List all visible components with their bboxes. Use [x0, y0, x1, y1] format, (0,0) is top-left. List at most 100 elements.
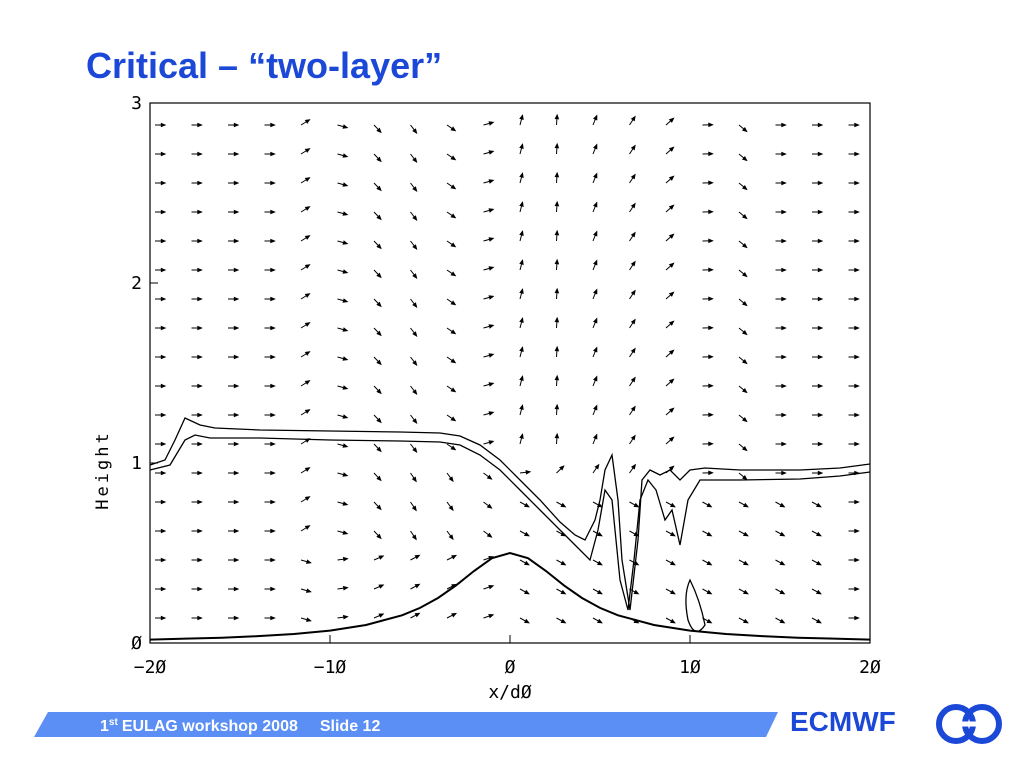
- vector-head: [668, 378, 675, 384]
- vector-head: [376, 214, 382, 221]
- vector-head: [304, 148, 311, 153]
- vector-head: [741, 271, 748, 278]
- vector-head: [450, 300, 457, 306]
- vector-head: [376, 127, 382, 134]
- vector-head: [815, 618, 822, 624]
- vector-head: [412, 302, 418, 308]
- vector-head: [488, 440, 495, 445]
- vector-head: [304, 206, 311, 211]
- x-tick-label: 1Ø: [679, 657, 701, 678]
- vector-head: [519, 317, 524, 323]
- vector-head: [233, 151, 240, 157]
- vector-head: [817, 412, 824, 418]
- vector-head: [270, 470, 276, 476]
- vector-head: [342, 614, 349, 620]
- vector-head: [411, 534, 417, 541]
- vector-head: [160, 441, 167, 447]
- vector-head: [854, 267, 860, 273]
- vector-head: [708, 122, 714, 128]
- vector-head: [450, 126, 457, 132]
- vector-head: [342, 124, 349, 129]
- vector-head: [305, 559, 312, 564]
- vector-head: [160, 586, 167, 592]
- footer-band: [34, 712, 778, 737]
- vector-head: [554, 316, 560, 323]
- vector-head: [708, 238, 714, 244]
- vector-head: [488, 179, 495, 184]
- slide-title: Critical – “two-layer”: [86, 45, 442, 86]
- vector-head: [817, 441, 824, 447]
- vector-head: [376, 417, 382, 424]
- vector-head: [233, 528, 240, 534]
- vector-head: [270, 354, 276, 360]
- vector-head: [708, 180, 714, 186]
- vector-head: [270, 180, 276, 186]
- vector-head: [854, 238, 860, 244]
- vector-head: [706, 502, 713, 508]
- vector-head: [160, 354, 167, 360]
- footer-event: EULAG workshop 2008: [122, 718, 298, 735]
- vector-head: [197, 441, 203, 447]
- vector-head: [233, 122, 240, 128]
- vector-head: [160, 528, 167, 534]
- vector-head: [270, 441, 276, 447]
- vector-head: [668, 291, 675, 297]
- vector-head: [741, 416, 748, 423]
- vector-head: [596, 502, 603, 508]
- x-tick-label: −1Ø: [314, 657, 347, 678]
- y-tick-label: Ø: [131, 633, 142, 654]
- vector-head: [593, 143, 598, 150]
- vector-head: [412, 244, 418, 250]
- vector-head: [554, 287, 560, 294]
- vector-head: [160, 412, 167, 418]
- vector-head: [233, 267, 240, 273]
- vector-head: [594, 463, 600, 470]
- vector-head: [596, 531, 603, 537]
- vector-head: [593, 259, 598, 266]
- vector-head: [817, 209, 824, 215]
- vector-head: [525, 469, 532, 475]
- vector-head: [376, 504, 382, 511]
- vector-head: [523, 502, 530, 508]
- vector-head: [669, 560, 676, 566]
- vector-head: [197, 412, 203, 418]
- vector-head: [519, 288, 524, 294]
- vector-head: [412, 447, 418, 453]
- vector-head: [376, 185, 382, 192]
- footer-slide: Slide 12: [320, 718, 381, 735]
- vector-head: [342, 182, 349, 187]
- vector-head: [412, 389, 418, 395]
- vector-head: [488, 150, 495, 155]
- terrain-line: [149, 551, 871, 641]
- vector-head: [270, 615, 276, 621]
- vector-head: [781, 383, 787, 389]
- vector-head: [376, 301, 382, 308]
- vector-head: [448, 505, 454, 512]
- vector-head: [197, 528, 203, 534]
- y-tick-label: 3: [131, 93, 142, 114]
- vector-head: [554, 403, 560, 410]
- vector-head: [486, 532, 493, 538]
- vector-head: [304, 525, 311, 530]
- vector-head: [412, 360, 418, 366]
- vector-head: [854, 528, 860, 534]
- plot-frame: [149, 102, 871, 644]
- vector-head: [630, 318, 636, 325]
- vector-head: [817, 325, 824, 331]
- vector-head: [560, 589, 567, 595]
- vector-head: [233, 557, 240, 563]
- vector-head: [815, 502, 822, 508]
- vector-head: [160, 383, 167, 389]
- vector-head: [233, 615, 240, 621]
- vector-head: [669, 618, 676, 624]
- vector-head: [160, 267, 167, 273]
- vector-head: [519, 172, 524, 178]
- vector-head: [554, 374, 560, 381]
- vector-head: [708, 296, 714, 302]
- vector-head: [593, 172, 598, 179]
- vector-head: [270, 296, 276, 302]
- vector-head: [560, 531, 567, 537]
- vector-head: [270, 499, 276, 505]
- vector-head: [233, 238, 240, 244]
- vector-head: [817, 151, 824, 157]
